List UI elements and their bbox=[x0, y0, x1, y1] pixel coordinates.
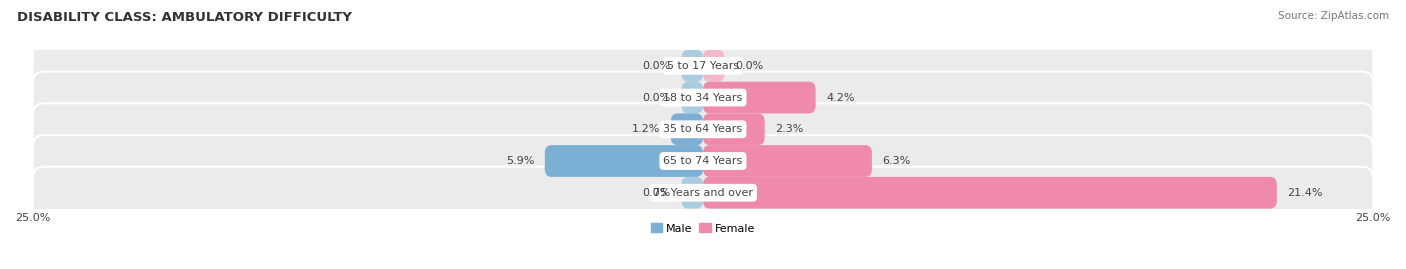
Text: 0.0%: 0.0% bbox=[643, 93, 671, 102]
Text: 75 Years and over: 75 Years and over bbox=[652, 188, 754, 198]
Text: 0.0%: 0.0% bbox=[643, 188, 671, 198]
Text: 35 to 64 Years: 35 to 64 Years bbox=[664, 124, 742, 134]
FancyBboxPatch shape bbox=[703, 82, 815, 114]
Legend: Male, Female: Male, Female bbox=[647, 219, 759, 238]
FancyBboxPatch shape bbox=[32, 167, 1374, 219]
FancyBboxPatch shape bbox=[703, 145, 872, 177]
Text: 18 to 34 Years: 18 to 34 Years bbox=[664, 93, 742, 102]
Text: 4.2%: 4.2% bbox=[827, 93, 855, 102]
Text: 6.3%: 6.3% bbox=[883, 156, 911, 166]
Text: 2.3%: 2.3% bbox=[775, 124, 804, 134]
Text: 5 to 17 Years: 5 to 17 Years bbox=[666, 61, 740, 71]
FancyBboxPatch shape bbox=[671, 114, 703, 145]
Text: 21.4%: 21.4% bbox=[1288, 188, 1323, 198]
Text: 0.0%: 0.0% bbox=[643, 61, 671, 71]
FancyBboxPatch shape bbox=[32, 40, 1374, 92]
FancyBboxPatch shape bbox=[682, 50, 703, 82]
Text: 0.0%: 0.0% bbox=[735, 61, 763, 71]
FancyBboxPatch shape bbox=[32, 72, 1374, 123]
FancyBboxPatch shape bbox=[703, 177, 1277, 208]
Text: DISABILITY CLASS: AMBULATORY DIFFICULTY: DISABILITY CLASS: AMBULATORY DIFFICULTY bbox=[17, 11, 352, 24]
FancyBboxPatch shape bbox=[32, 103, 1374, 155]
FancyBboxPatch shape bbox=[544, 145, 703, 177]
FancyBboxPatch shape bbox=[682, 177, 703, 208]
Text: 65 to 74 Years: 65 to 74 Years bbox=[664, 156, 742, 166]
FancyBboxPatch shape bbox=[703, 50, 724, 82]
Text: 5.9%: 5.9% bbox=[506, 156, 534, 166]
FancyBboxPatch shape bbox=[682, 82, 703, 114]
Text: 1.2%: 1.2% bbox=[631, 124, 659, 134]
FancyBboxPatch shape bbox=[703, 114, 765, 145]
Text: Source: ZipAtlas.com: Source: ZipAtlas.com bbox=[1278, 11, 1389, 21]
FancyBboxPatch shape bbox=[32, 135, 1374, 187]
